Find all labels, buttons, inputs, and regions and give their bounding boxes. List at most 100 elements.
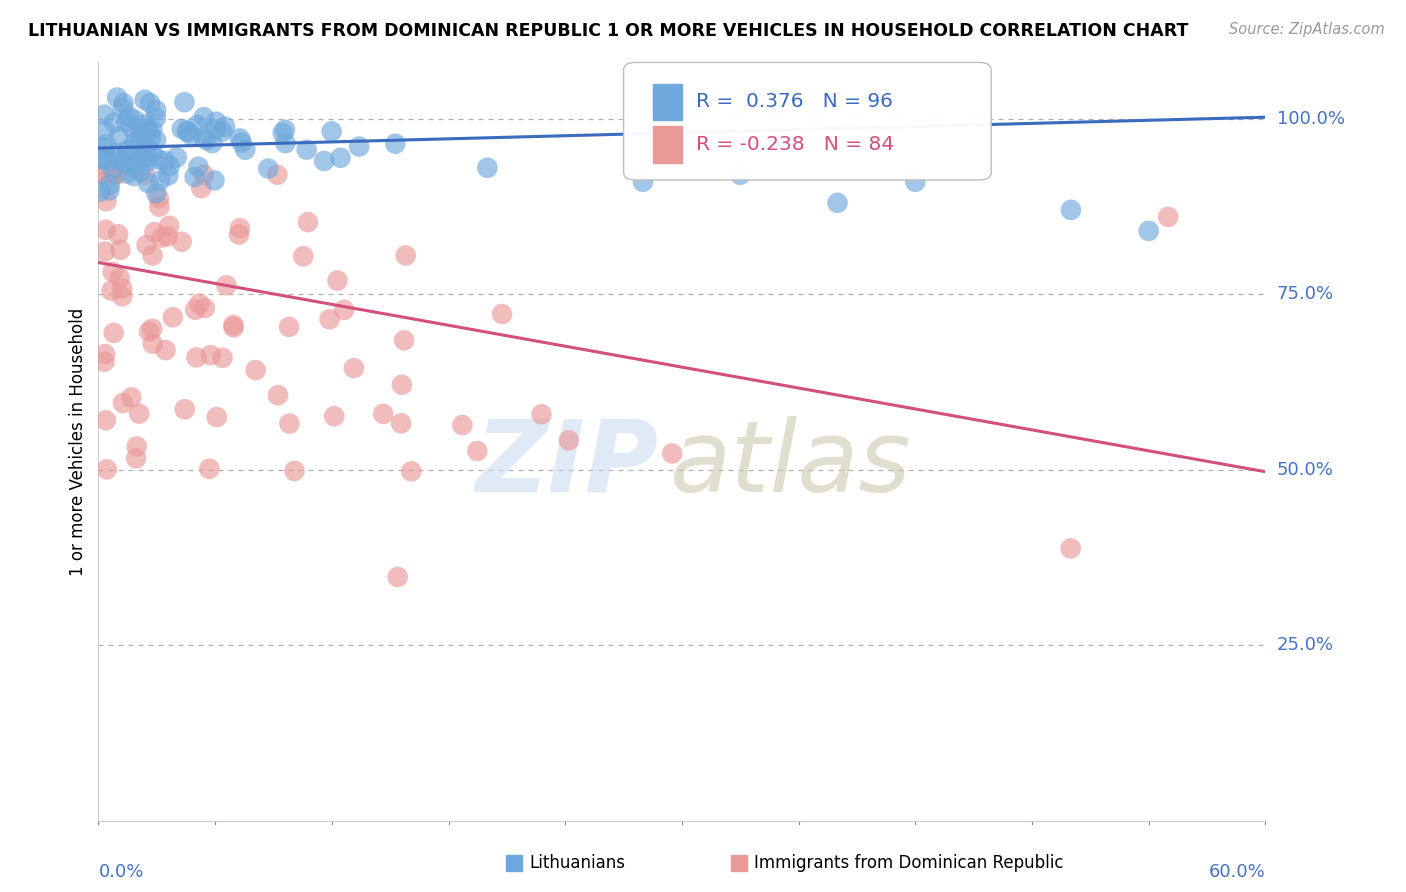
Point — [118, 109, 141, 123]
Point — [1137, 224, 1160, 238]
Point — [138, 325, 160, 339]
Point — [107, 227, 129, 242]
Point — [295, 143, 318, 157]
Point — [661, 446, 683, 460]
Point — [389, 417, 412, 431]
Text: ZIP: ZIP — [475, 416, 658, 513]
Point — [110, 243, 132, 257]
Point — [143, 225, 166, 239]
Point — [176, 124, 198, 138]
Point — [373, 407, 395, 421]
Text: R = -0.238   N = 84: R = -0.238 N = 84 — [696, 135, 894, 153]
Point — [318, 312, 340, 326]
Point — [157, 219, 180, 233]
Point — [135, 238, 157, 252]
Point — [558, 434, 581, 448]
Point — [391, 377, 413, 392]
Point — [266, 168, 288, 182]
Point — [631, 175, 654, 189]
Point — [1060, 541, 1083, 556]
Point — [96, 194, 118, 209]
Point — [451, 418, 474, 433]
Point — [211, 351, 233, 365]
Point — [395, 248, 418, 262]
Text: LITHUANIAN VS IMMIGRANTS FROM DOMINICAN REPUBLIC 1 OR MORE VEHICLES IN HOUSEHOLD: LITHUANIAN VS IMMIGRANTS FROM DOMINICAN … — [28, 22, 1188, 40]
Point — [170, 121, 193, 136]
Point — [278, 417, 301, 431]
Point — [159, 159, 181, 173]
Point — [205, 410, 228, 425]
Point — [229, 131, 252, 145]
Point — [200, 348, 222, 362]
Point — [201, 136, 224, 150]
Point — [177, 125, 200, 139]
Point — [198, 462, 221, 476]
Point — [173, 402, 195, 417]
Point — [104, 168, 127, 182]
Point — [274, 136, 297, 150]
FancyBboxPatch shape — [624, 62, 991, 180]
Point — [326, 273, 349, 287]
Point — [180, 128, 202, 142]
Point — [100, 168, 122, 182]
Text: Lithuanians: Lithuanians — [529, 855, 626, 872]
Point — [231, 136, 253, 150]
Text: Immigrants from Dominican Republic: Immigrants from Dominican Republic — [754, 855, 1064, 872]
Point — [101, 162, 124, 177]
Point — [228, 227, 250, 242]
Point — [141, 121, 163, 136]
Point — [343, 361, 366, 376]
Point — [347, 139, 370, 153]
Point — [125, 439, 148, 453]
Point — [112, 96, 135, 111]
Point — [121, 160, 143, 174]
Point — [128, 127, 150, 141]
Point — [387, 570, 409, 584]
Y-axis label: 1 or more Vehicles in Household: 1 or more Vehicles in Household — [69, 308, 87, 575]
Point — [120, 391, 142, 405]
Text: 50.0%: 50.0% — [1277, 460, 1333, 479]
Point — [184, 302, 207, 317]
Point — [141, 248, 163, 262]
Point — [129, 128, 152, 143]
Point — [204, 173, 226, 187]
Point — [204, 122, 226, 136]
Point — [148, 200, 170, 214]
Point — [257, 161, 280, 176]
Point — [211, 125, 233, 139]
Point — [188, 297, 211, 311]
Point — [136, 176, 159, 190]
Point — [96, 462, 118, 476]
Point — [173, 95, 195, 110]
Point — [323, 409, 346, 424]
Point — [491, 307, 513, 321]
Point — [187, 160, 209, 174]
Point — [93, 141, 115, 155]
Point — [93, 355, 115, 369]
Point — [292, 249, 315, 263]
Point — [827, 195, 849, 210]
Point — [105, 90, 128, 104]
Point — [141, 322, 163, 336]
Point — [111, 102, 134, 116]
Point — [101, 265, 124, 279]
Point — [136, 150, 159, 164]
Point — [104, 168, 127, 182]
Point — [157, 169, 180, 183]
Point — [107, 129, 129, 144]
Point — [297, 215, 319, 229]
Point — [103, 115, 125, 129]
Point — [245, 363, 267, 377]
Point — [139, 131, 162, 145]
Text: 0.0%: 0.0% — [98, 863, 143, 880]
Point — [194, 301, 217, 315]
Point — [98, 178, 121, 192]
Point — [141, 145, 163, 160]
Point — [105, 146, 128, 161]
Point — [108, 152, 131, 166]
Point — [193, 168, 215, 182]
Point — [186, 118, 208, 132]
Point — [89, 185, 111, 199]
Point — [1157, 210, 1180, 224]
Point — [283, 464, 305, 478]
